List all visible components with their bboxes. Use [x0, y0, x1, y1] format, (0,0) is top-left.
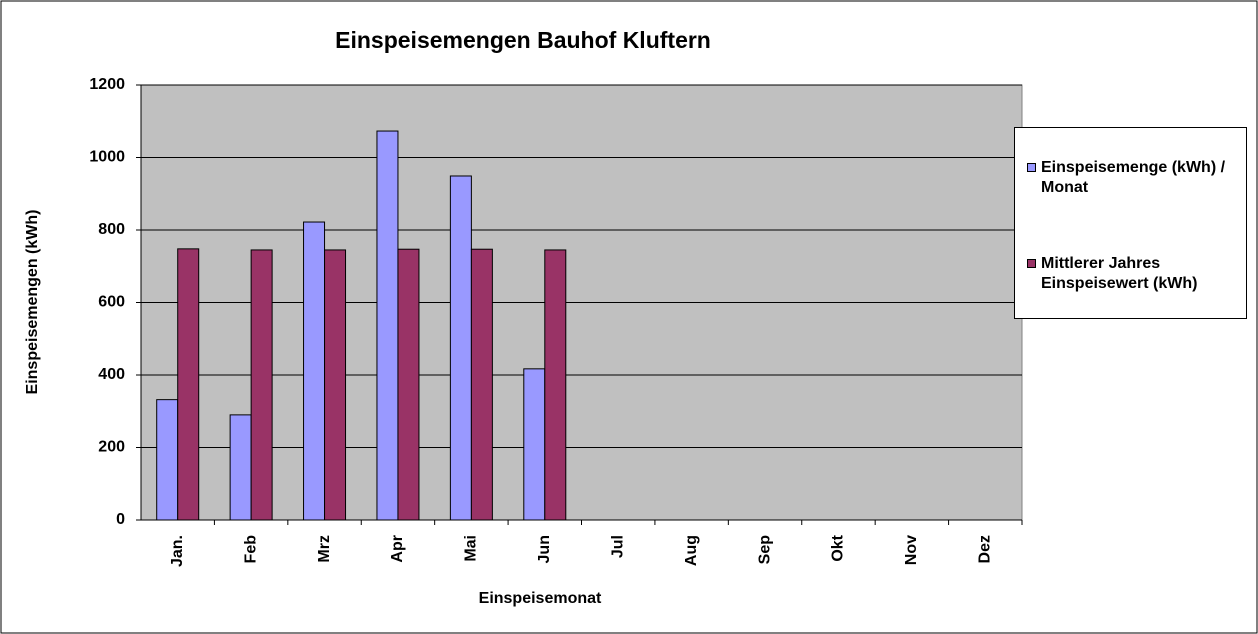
- y-tick-label: 800: [98, 221, 125, 238]
- y-tick-label: 600: [98, 294, 125, 311]
- x-tick-label: Jul: [609, 535, 626, 558]
- legend: Einspeisemenge (kWh) / Monat Mittlerer J…: [1014, 127, 1247, 319]
- bar: [544, 249, 567, 521]
- y-tick-label: 1000: [89, 149, 125, 166]
- y-tick-label: 400: [98, 366, 125, 383]
- x-tick-label: Mai: [463, 535, 480, 562]
- legend-label: Einspeisemenge (kWh) / Monat: [1041, 159, 1226, 196]
- x-tick-label: Aug: [683, 535, 700, 566]
- y-tick-label: 1200: [89, 76, 125, 93]
- x-axis-title: Einspeisemonat: [479, 590, 602, 607]
- x-tick-label: Jan.: [169, 535, 186, 567]
- legend-item: Mittlerer Jahres Einspeisewert (kWh): [1027, 254, 1237, 294]
- chart-title: Einspeisemengen Bauhof Kluftern: [335, 27, 711, 53]
- bar: [523, 368, 546, 521]
- bar: [229, 414, 252, 521]
- legend-item: Einspeisemenge (kWh) / Monat: [1027, 158, 1237, 198]
- x-tick-label: Mrz: [316, 535, 333, 563]
- bar: [250, 249, 273, 521]
- bar: [470, 248, 493, 521]
- bar: [156, 399, 179, 521]
- x-tick-label: Okt: [830, 534, 847, 561]
- bar: [303, 221, 326, 521]
- bar: [177, 248, 200, 521]
- x-tick-label: Dez: [977, 535, 994, 563]
- bar: [376, 130, 399, 521]
- x-tick-label: Apr: [389, 535, 406, 563]
- legend-swatch: [1027, 259, 1036, 268]
- y-tick-label: 200: [98, 439, 125, 456]
- bar: [449, 175, 472, 521]
- legend-swatch: [1027, 163, 1036, 172]
- x-tick-label: Nov: [903, 535, 920, 565]
- bar: [324, 249, 347, 521]
- x-tick-label: Jun: [536, 535, 553, 563]
- legend-label: Mittlerer Jahres Einspeisewert (kWh): [1041, 255, 1198, 292]
- y-axis-title: Einspeisemengen (kWh): [24, 210, 41, 395]
- x-tick-label: Sep: [756, 535, 773, 565]
- x-tick-label: Feb: [242, 535, 259, 564]
- bar: [397, 248, 420, 521]
- y-tick-label: 0: [116, 511, 125, 528]
